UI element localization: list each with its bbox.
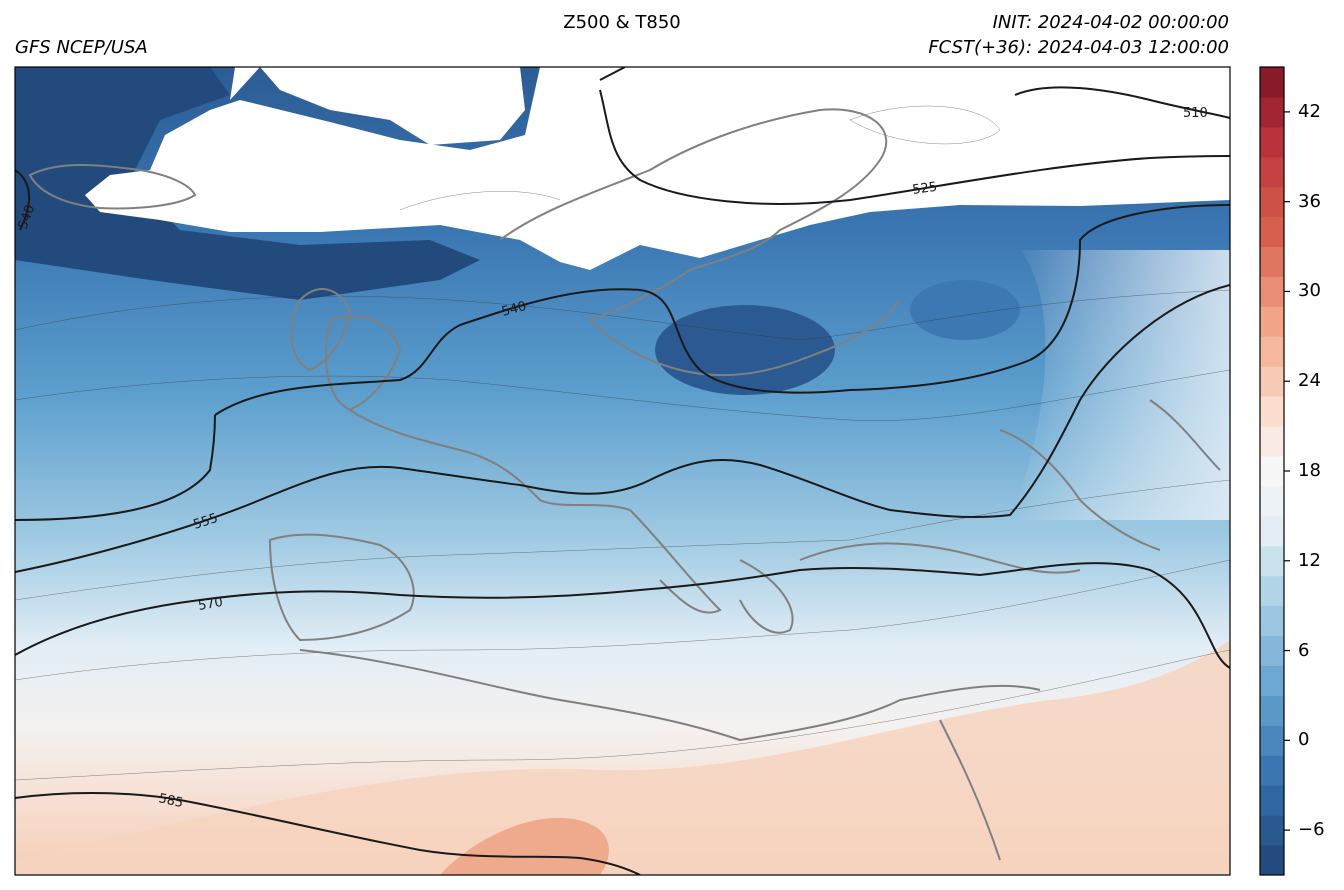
colorbar-segment (1260, 246, 1284, 277)
contour-labels: 510 525 540 540 555 570 585 (16, 106, 1208, 811)
colorbar-segment (1260, 456, 1284, 487)
contour-555 (15, 284, 1230, 573)
contour-585 (15, 792, 641, 875)
colorbar-segment (1260, 366, 1284, 397)
colorbar-segment (1260, 186, 1284, 218)
source-label: GFS NCEP/USA (15, 37, 148, 58)
colorbar-segment (1260, 815, 1284, 846)
mask-scandinavia-arctic (85, 67, 1230, 270)
colorbar-segment (1260, 126, 1284, 158)
colorbar-tick-label: 6 (1298, 639, 1310, 661)
chart-title: Z500 & T850 (563, 12, 681, 33)
cold-pool-northwest (15, 67, 480, 300)
contour-label-555: 555 (192, 511, 220, 533)
colorbar-tick-label: −6 (1298, 819, 1325, 841)
colorbar-segment (1260, 306, 1284, 337)
contour-570 (15, 562, 1230, 669)
cold-core-baltic (655, 305, 835, 395)
forecast-time-label: FCST(+36): 2024-04-03 12:00:00 (928, 37, 1229, 58)
colorbar-tick-label: 0 (1298, 729, 1310, 751)
contour-label-510: 510 (1183, 106, 1208, 121)
t850-thin-contours (15, 105, 1230, 781)
coastlines (28, 108, 1221, 861)
colorbar-segment (1260, 485, 1284, 517)
contour-label-570: 570 (197, 595, 224, 614)
colorbar-segment (1260, 396, 1284, 427)
contour-label-585: 585 (157, 791, 184, 811)
z500-contours (15, 67, 1230, 875)
colorbar-tick-label: 30 (1298, 280, 1321, 302)
init-time-label: INIT: 2024-04-02 00:00:00 (992, 12, 1229, 33)
warm-field-sahara (15, 640, 1230, 875)
colorbar-segment (1260, 665, 1284, 696)
colorbar-segment (1260, 725, 1284, 756)
colorbar (1260, 67, 1284, 876)
colorbar-segment (1260, 426, 1284, 457)
contour-525 (599, 67, 1230, 205)
colorbar-segment (1260, 96, 1284, 128)
contour-540-south (15, 414, 216, 521)
colorbar-segment (1260, 67, 1284, 98)
colorbar-tick-label: 12 (1298, 549, 1321, 571)
colorbar-segment (1260, 755, 1284, 786)
contour-label-525: 525 (911, 180, 938, 198)
colorbar-segment (1260, 575, 1284, 607)
colorbar-segment (1260, 635, 1284, 667)
contour-540-west (15, 169, 31, 231)
colorbar-segment (1260, 515, 1284, 547)
contour-510 (1014, 86, 1230, 119)
colorbar-segment (1260, 785, 1284, 816)
contour-label-540-main: 540 (500, 299, 528, 320)
colorbar-tick-label: 36 (1298, 190, 1321, 212)
colorbar-tick-label: 24 (1298, 370, 1321, 392)
colorbar-tick-label: 42 (1298, 100, 1321, 122)
colorbar-segment (1260, 545, 1284, 577)
colorbar-segment (1260, 276, 1284, 307)
map-area (15, 67, 1230, 875)
mask-greenland (230, 67, 525, 145)
colorbar-segment (1260, 156, 1284, 188)
eastern-warm-sector (1010, 250, 1230, 520)
contour-540-main (214, 204, 1230, 416)
warm-core-sahara (440, 817, 609, 875)
colorbar-segment (1260, 605, 1284, 637)
colorbar-tick-label: 18 (1298, 460, 1321, 481)
cold-core-east (910, 280, 1020, 340)
colorbar-segment (1260, 845, 1284, 876)
colorbar-ticks (1284, 111, 1290, 831)
map-frame (14, 66, 1231, 876)
colorbar-segment (1260, 216, 1284, 248)
colorbar-segment (1260, 336, 1284, 367)
colorbar-segment (1260, 695, 1284, 726)
